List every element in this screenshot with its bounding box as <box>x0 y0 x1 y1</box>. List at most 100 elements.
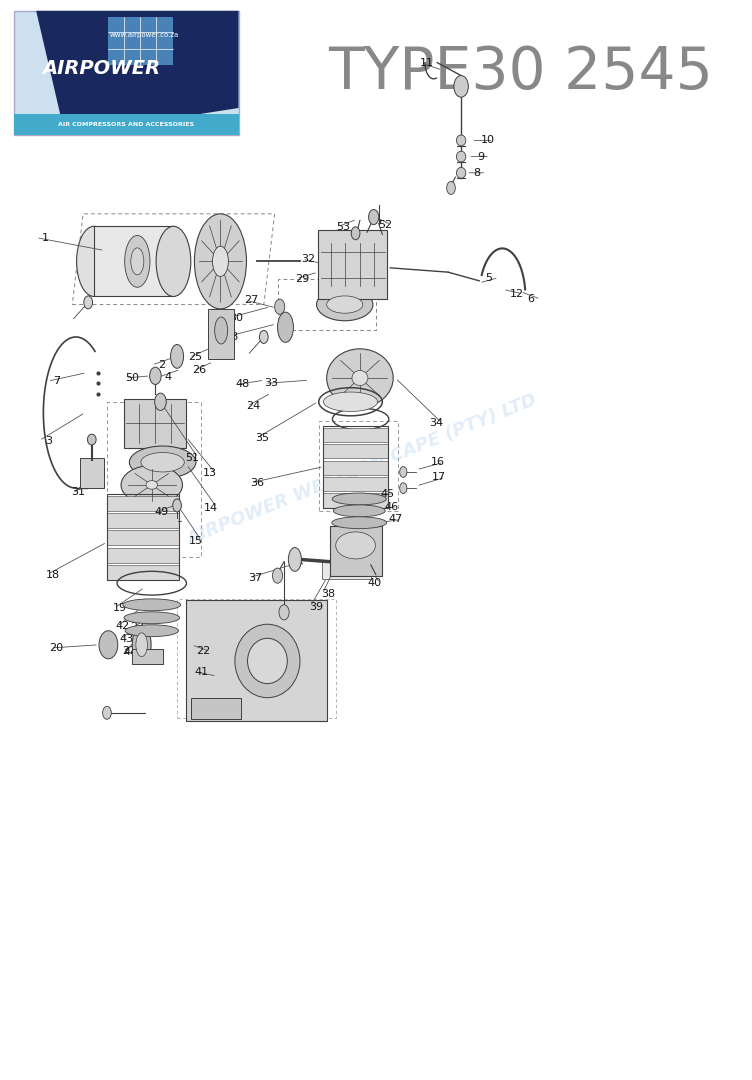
Bar <box>323 494 388 508</box>
Ellipse shape <box>123 598 180 611</box>
Text: 45: 45 <box>381 488 395 499</box>
Text: AIRPOWER: AIRPOWER <box>42 58 160 78</box>
Ellipse shape <box>326 296 362 313</box>
Text: 28: 28 <box>224 332 238 342</box>
Ellipse shape <box>326 349 393 407</box>
Ellipse shape <box>235 624 300 698</box>
Ellipse shape <box>456 167 465 178</box>
Text: www.airpower.co.za: www.airpower.co.za <box>110 31 179 38</box>
Ellipse shape <box>277 312 293 342</box>
Ellipse shape <box>333 504 385 516</box>
Circle shape <box>399 467 407 477</box>
Text: 16: 16 <box>431 457 444 468</box>
Ellipse shape <box>332 492 387 505</box>
Text: 8: 8 <box>474 167 481 178</box>
Text: 39: 39 <box>309 602 323 612</box>
Ellipse shape <box>156 226 191 296</box>
Bar <box>107 565 179 580</box>
Text: 30: 30 <box>229 312 243 323</box>
Ellipse shape <box>136 633 147 657</box>
FancyBboxPatch shape <box>14 11 238 135</box>
FancyBboxPatch shape <box>329 526 381 576</box>
Text: 20: 20 <box>50 643 64 653</box>
Text: 26: 26 <box>193 365 207 376</box>
Text: 17: 17 <box>432 472 447 483</box>
Text: 49: 49 <box>154 507 168 517</box>
Text: 3: 3 <box>45 435 52 446</box>
Text: 15: 15 <box>189 536 202 546</box>
Text: 22: 22 <box>196 646 211 657</box>
Text: 31: 31 <box>71 487 85 498</box>
Text: 2: 2 <box>158 360 165 370</box>
Text: 23: 23 <box>130 622 144 633</box>
Text: 10: 10 <box>481 135 495 146</box>
Ellipse shape <box>335 531 375 559</box>
Text: 7: 7 <box>53 376 61 387</box>
Circle shape <box>399 483 407 494</box>
Ellipse shape <box>352 370 368 386</box>
Ellipse shape <box>317 288 373 321</box>
Ellipse shape <box>456 151 465 162</box>
Ellipse shape <box>131 248 144 274</box>
Circle shape <box>99 631 118 659</box>
Bar <box>191 698 241 719</box>
Text: 18: 18 <box>46 569 60 580</box>
Text: 41: 41 <box>194 666 208 677</box>
Bar <box>94 226 174 296</box>
Text: 44: 44 <box>123 647 138 658</box>
Text: 47: 47 <box>388 514 402 525</box>
Bar <box>323 444 388 458</box>
Text: 29: 29 <box>295 273 309 284</box>
Ellipse shape <box>146 481 158 489</box>
Text: TYPE30 2545: TYPE30 2545 <box>328 44 713 100</box>
Bar <box>132 649 162 664</box>
Text: 34: 34 <box>429 418 444 429</box>
Ellipse shape <box>456 135 465 146</box>
Bar <box>323 477 388 491</box>
Ellipse shape <box>213 246 229 276</box>
Ellipse shape <box>125 624 178 637</box>
Text: 46: 46 <box>384 501 399 512</box>
Ellipse shape <box>332 516 387 529</box>
Text: 43: 43 <box>120 634 134 645</box>
Ellipse shape <box>274 299 285 314</box>
Bar <box>323 460 388 475</box>
FancyBboxPatch shape <box>323 561 371 579</box>
Bar <box>107 494 179 580</box>
Text: 13: 13 <box>202 468 217 478</box>
FancyBboxPatch shape <box>108 17 174 65</box>
Text: 1: 1 <box>42 232 49 243</box>
Text: 12: 12 <box>510 288 523 299</box>
Text: 19: 19 <box>113 603 127 613</box>
Bar <box>107 548 179 563</box>
Text: 36: 36 <box>250 477 264 488</box>
Text: 5: 5 <box>486 272 493 283</box>
Text: 53: 53 <box>337 221 350 232</box>
Text: 50: 50 <box>125 373 139 383</box>
Text: 52: 52 <box>378 219 392 230</box>
Text: 38: 38 <box>321 589 335 599</box>
Ellipse shape <box>129 446 196 478</box>
Ellipse shape <box>288 548 302 571</box>
Text: AIRPOWER WESTERN CAPE (PTY) LTD: AIRPOWER WESTERN CAPE (PTY) LTD <box>183 391 539 549</box>
Circle shape <box>279 605 289 620</box>
Text: 11: 11 <box>420 57 434 68</box>
Ellipse shape <box>121 465 183 504</box>
Text: 25: 25 <box>188 352 202 363</box>
Text: 14: 14 <box>204 502 218 513</box>
Ellipse shape <box>214 318 228 343</box>
Ellipse shape <box>195 214 247 309</box>
Bar <box>107 513 179 528</box>
Circle shape <box>150 367 161 384</box>
Text: 48: 48 <box>235 379 250 390</box>
FancyBboxPatch shape <box>80 458 104 488</box>
FancyBboxPatch shape <box>14 114 238 135</box>
Circle shape <box>368 210 379 225</box>
FancyBboxPatch shape <box>124 399 186 448</box>
Circle shape <box>351 227 360 240</box>
Text: 37: 37 <box>248 572 262 583</box>
Bar <box>107 496 179 511</box>
Ellipse shape <box>247 638 287 684</box>
Ellipse shape <box>87 434 96 445</box>
Text: 51: 51 <box>185 453 199 463</box>
